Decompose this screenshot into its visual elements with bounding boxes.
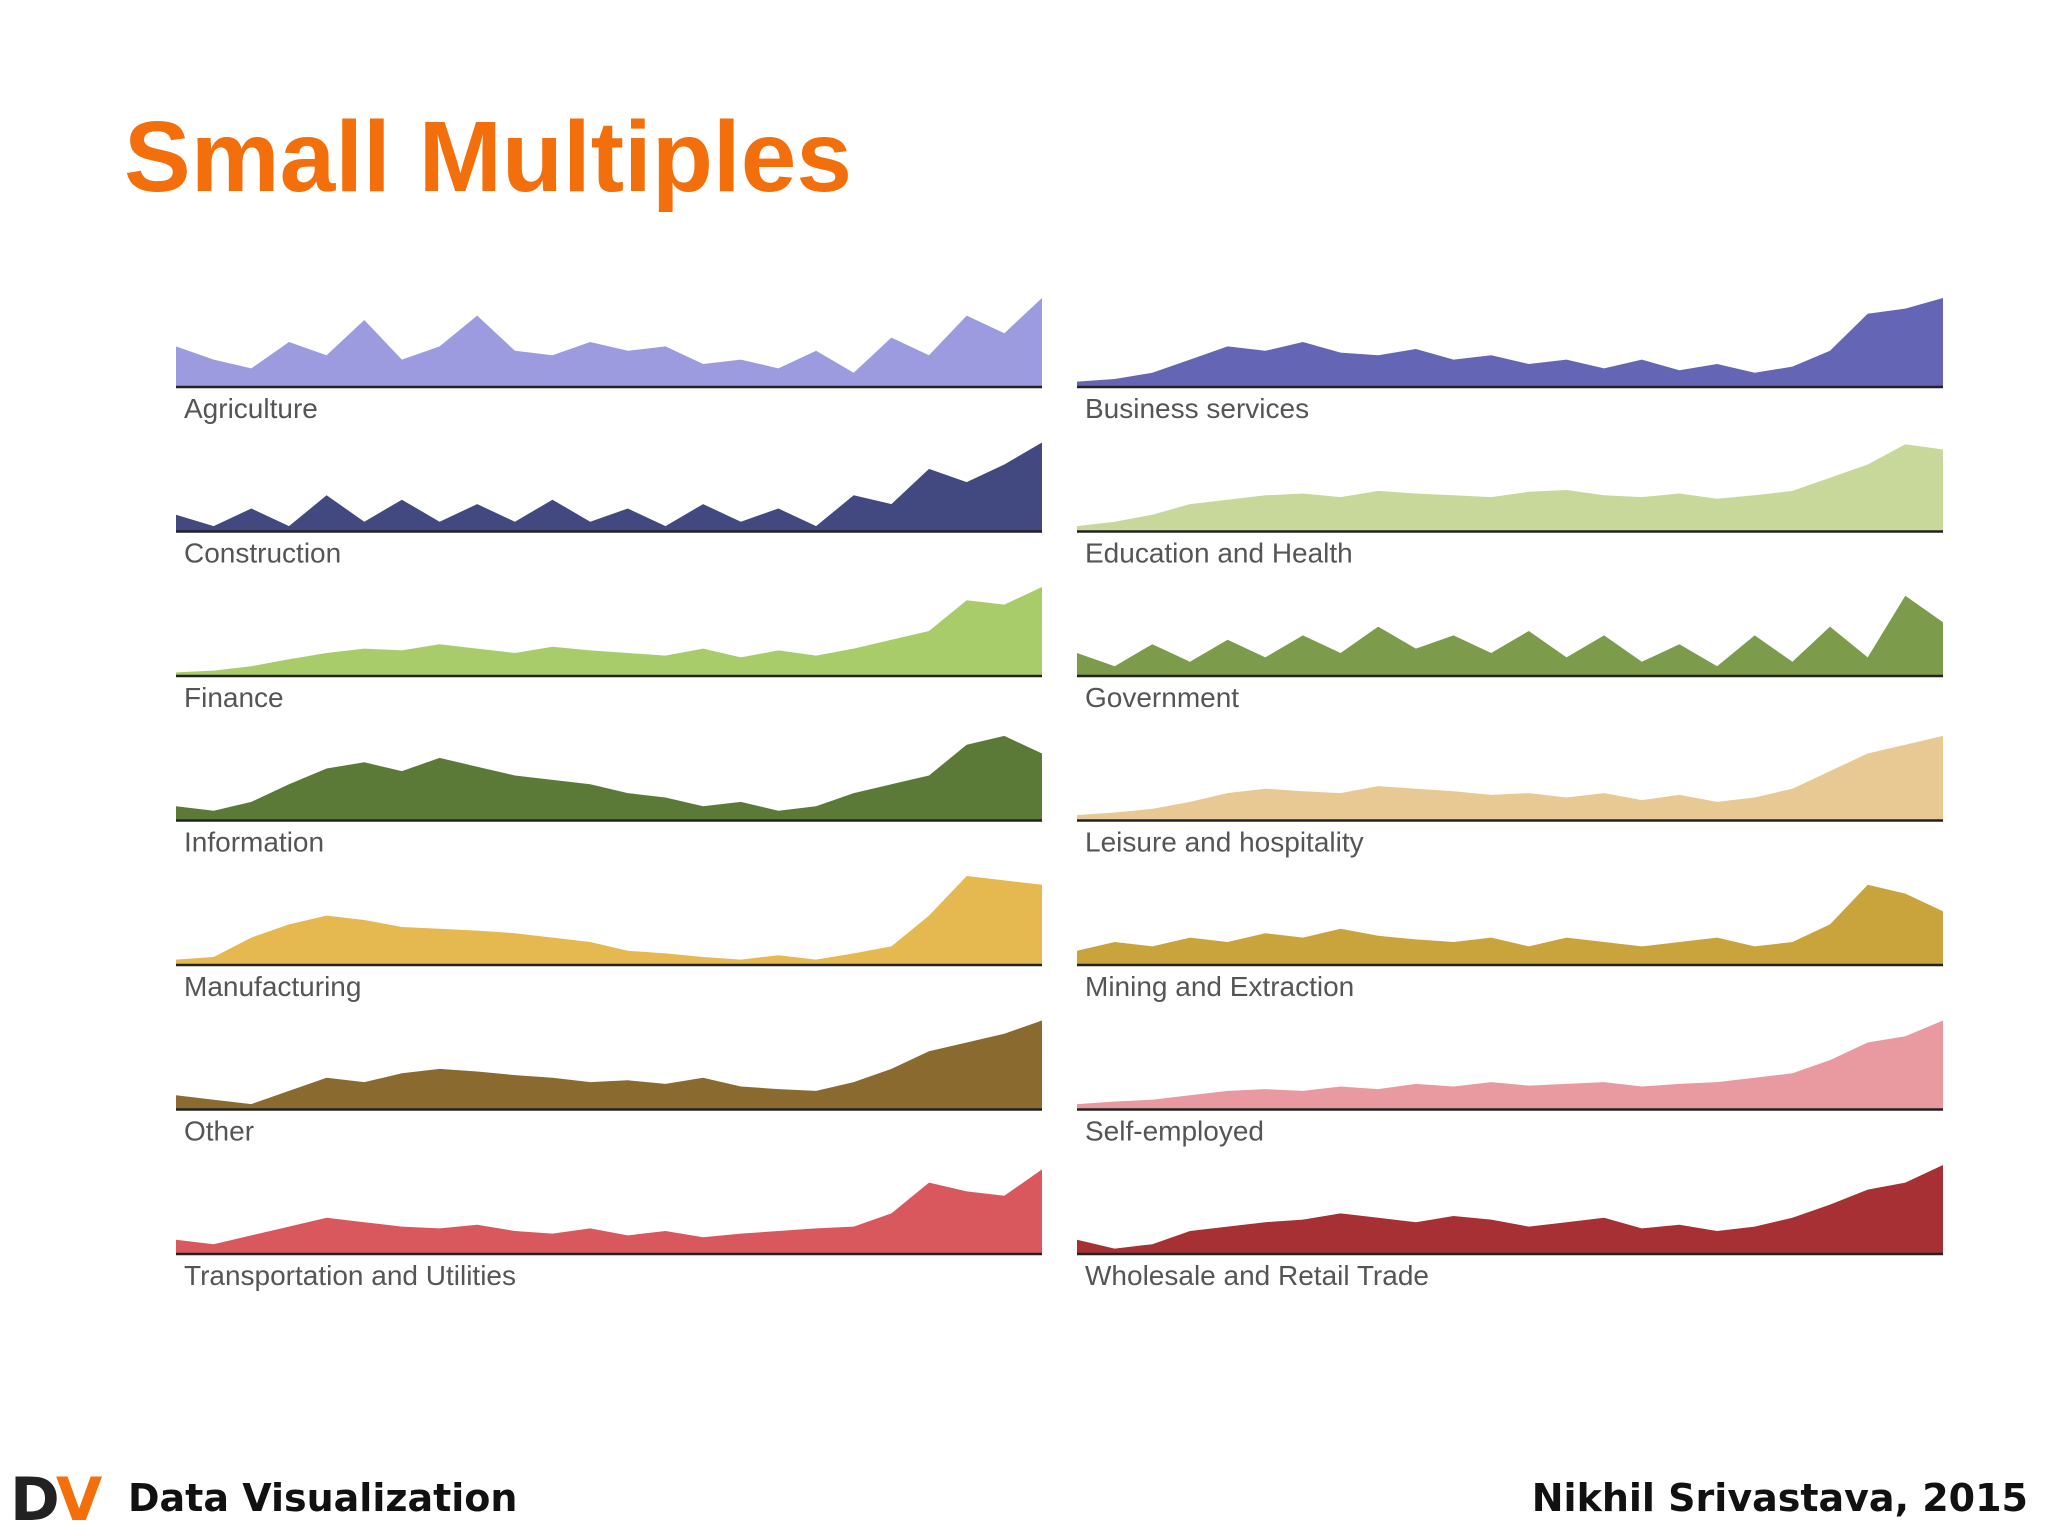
area-series — [176, 298, 1042, 386]
panel-label: Agriculture — [184, 393, 318, 424]
panel-label: Wholesale and Retail Trade — [1085, 1260, 1429, 1291]
panel-label: Other — [184, 1116, 254, 1147]
footer-course-title: Data Visualization — [128, 1476, 518, 1520]
area-series — [176, 876, 1042, 964]
area-series — [1077, 595, 1943, 675]
panel-mining-and-extraction: Mining and Extraction — [1077, 884, 1943, 1002]
panel-self-employed: Self-employed — [1077, 1020, 1943, 1147]
panel-government: Government — [1077, 595, 1943, 713]
footer: DV Data Visualization Nikhil Srivastava,… — [0, 1460, 2048, 1536]
panel-agriculture: Agriculture — [176, 298, 1042, 424]
area-series — [176, 1020, 1042, 1109]
panel-label: Leisure and hospitality — [1085, 827, 1364, 858]
dv-logo: DV — [10, 1470, 102, 1530]
panel-label: Business services — [1085, 393, 1309, 424]
panel-label: Government — [1085, 682, 1239, 713]
panel-label: Finance — [184, 682, 284, 713]
footer-author: Nikhil Srivastava, 2015 — [1531, 1476, 2028, 1520]
panel-label: Self-employed — [1085, 1116, 1264, 1147]
panel-wholesale-and-retail-trade: Wholesale and Retail Trade — [1077, 1165, 1943, 1291]
small-multiples-chart: Agriculture Business services Construction… — [176, 298, 1943, 1291]
panel-label: Manufacturing — [184, 971, 361, 1002]
logo-letter-v: V — [55, 1465, 102, 1535]
panel-finance: Finance — [176, 587, 1042, 713]
panel-label: Education and Health — [1085, 538, 1353, 569]
logo-letter-d: D — [10, 1465, 60, 1535]
area-series — [176, 1169, 1042, 1253]
area-series — [1077, 1165, 1943, 1253]
panel-label: Mining and Extraction — [1085, 971, 1354, 1002]
panel-label: Transportation and Utilities — [184, 1260, 516, 1291]
area-series — [176, 442, 1042, 531]
area-series — [1077, 884, 1943, 964]
area-series — [1077, 1020, 1943, 1109]
area-series — [176, 735, 1042, 820]
panel-business-services: Business services — [1077, 298, 1943, 424]
panel-other: Other — [176, 1020, 1042, 1147]
panel-information: Information — [176, 735, 1042, 858]
panel-construction: Construction — [176, 442, 1042, 569]
slide-title: Small Multiples — [124, 101, 852, 213]
panel-leisure-and-hospitality: Leisure and hospitality — [1077, 735, 1943, 858]
area-series — [176, 587, 1042, 675]
panel-transportation-and-utilities: Transportation and Utilities — [176, 1169, 1042, 1291]
panel-manufacturing: Manufacturing — [176, 876, 1042, 1002]
panel-education-and-health: Education and Health — [1077, 444, 1943, 569]
panel-label: Construction — [184, 538, 341, 569]
area-series — [1077, 444, 1943, 531]
area-series — [1077, 735, 1943, 820]
panel-label: Information — [184, 827, 324, 858]
area-series — [1077, 298, 1943, 386]
